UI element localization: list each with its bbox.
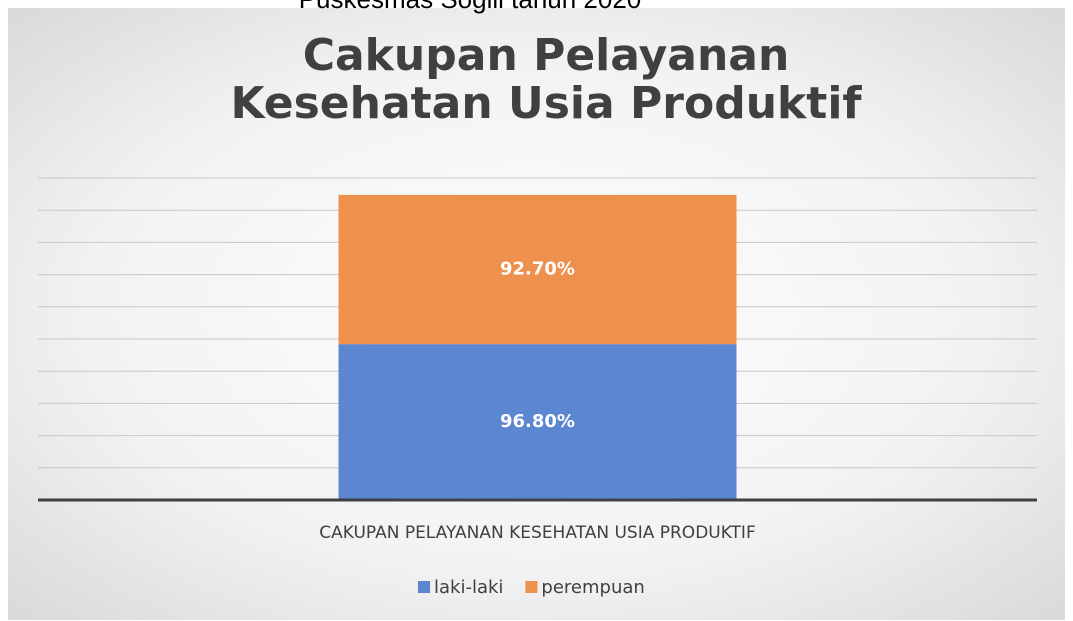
legend-label: laki-laki [434, 577, 503, 598]
chart-subtitle: Puskesmas Sogili tahun 2020 [0, 0, 940, 15]
legend-swatch [525, 581, 538, 593]
legend-label: perempuan [541, 577, 644, 598]
data-label: 96.80% [500, 411, 575, 432]
x-tick-label: CAKUPAN PELAYANAN KESEHATAN USIA PRODUKT… [319, 523, 755, 543]
bar-segment [338, 194, 737, 345]
bar-segment [338, 344, 737, 500]
data-label: 92.70% [500, 259, 575, 280]
legend-swatch [418, 581, 430, 593]
chart-title: Cakupan Pelayanan Kesehatan Usia Produkt… [230, 30, 862, 129]
